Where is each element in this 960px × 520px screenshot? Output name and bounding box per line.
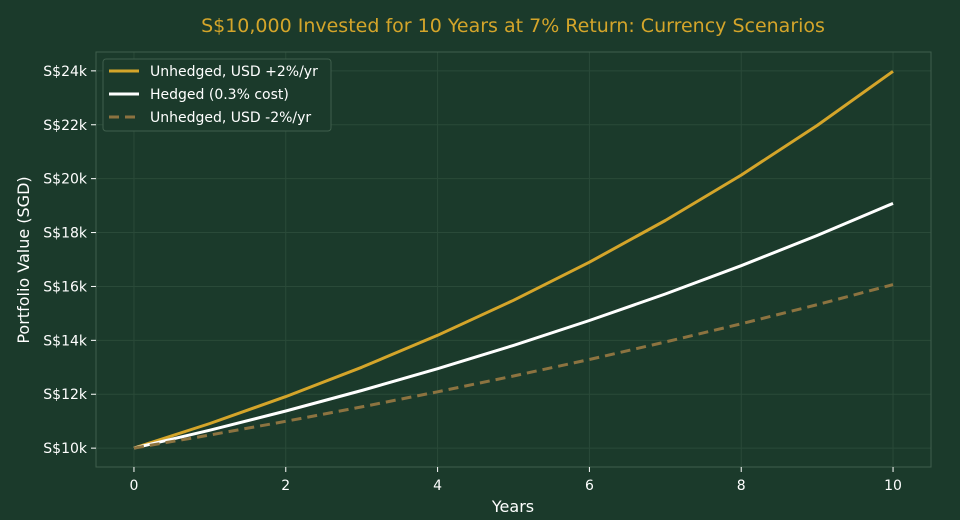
y-tick-label: S$14k <box>43 333 88 349</box>
legend-box <box>102 58 332 132</box>
y-tick-label: S$20k <box>43 172 88 188</box>
y-tick-label: S$22k <box>43 118 88 134</box>
axis-ticks: 0 2 4 6 8 10 S$10k S$12k S$14k S$16k S$18k S$20k S$2… <box>43 64 902 494</box>
y-tick-label: S$16k <box>43 279 88 295</box>
y-tick-label: S$12k <box>43 387 88 403</box>
x-tick-label: 6 <box>585 478 594 494</box>
y-tick-label: S$18k <box>43 226 88 242</box>
x-tick-label: 4 <box>433 478 442 494</box>
plot-area <box>95 51 932 468</box>
x-tick-label: 2 <box>281 478 290 494</box>
legend-label-1: Unhedged, USD +2%/yr <box>150 64 318 80</box>
series-lines <box>133 70 894 450</box>
legend: Unhedged, USD +2%/yr Hedged (0.3% cost) Un… <box>102 58 332 132</box>
y-tick-label: S$10k <box>43 441 88 457</box>
legend-label-2: Hedged (0.3% cost) <box>150 87 289 103</box>
series-line-2 <box>133 202 894 450</box>
x-tick-label: 8 <box>737 478 746 494</box>
grid <box>96 52 931 467</box>
x-axis-label: Years <box>491 497 534 516</box>
series-line-1 <box>133 70 894 450</box>
y-tick-label: S$24k <box>43 64 88 80</box>
legend-label-3: Unhedged, USD -2%/yr <box>150 110 311 126</box>
x-tick-label: 0 <box>129 478 138 494</box>
x-tick-label: 10 <box>884 478 902 494</box>
y-axis-label: Portfolio Value (SGD) <box>14 176 33 343</box>
chart-title: S$10,000 Invested for 10 Years at 7% Ret… <box>201 15 825 37</box>
series-line-3 <box>133 283 894 450</box>
